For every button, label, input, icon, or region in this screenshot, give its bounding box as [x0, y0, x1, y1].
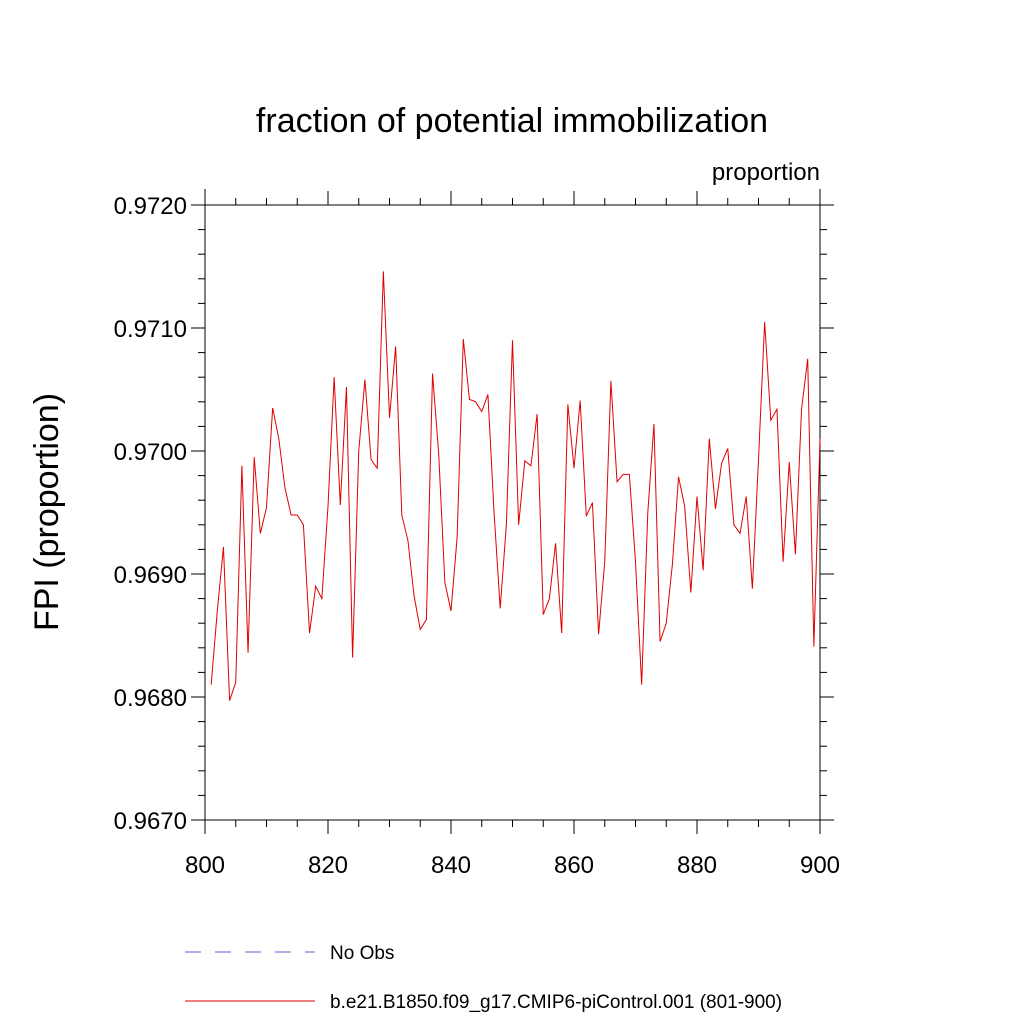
- x-axis: 800 820 840 860 880 900: [185, 191, 840, 879]
- y-axis: 0.9670 0.9680 0.9690 0.9700 0.9710 0.9720: [114, 193, 834, 835]
- plot-frame: [204, 189, 834, 821]
- legend: No Obs b.e21.B1850.f09_g17.CMIP6-piContr…: [185, 943, 782, 1013]
- y-tick-label: 0.9720: [114, 193, 187, 220]
- x-tick-label: 840: [431, 852, 471, 879]
- x-tick-label: 820: [308, 852, 348, 879]
- legend-pi-control-label: b.e21.B1850.f09_g17.CMIP6-piControl.001 …: [330, 992, 782, 1013]
- chart-title: fraction of potential immobilization: [256, 102, 768, 140]
- x-tick-label: 860: [554, 852, 594, 879]
- legend-no-obs-label: No Obs: [330, 943, 394, 964]
- series-layer: [210, 271, 821, 701]
- y-tick-label: 0.9680: [114, 685, 187, 712]
- y-tick-label: 0.9690: [114, 562, 187, 589]
- x-tick-label: 900: [800, 852, 840, 879]
- x-tick-label: 800: [185, 852, 225, 879]
- y-tick-label: 0.9670: [114, 808, 187, 835]
- y-tick-label: 0.9710: [114, 316, 187, 343]
- y-axis-label: FPI (proportion): [28, 393, 66, 631]
- y-tick-label: 0.9700: [114, 439, 187, 466]
- units-label: proportion: [712, 159, 820, 186]
- x-tick-label: 880: [677, 852, 717, 879]
- series-line-pi-control: [210, 271, 821, 701]
